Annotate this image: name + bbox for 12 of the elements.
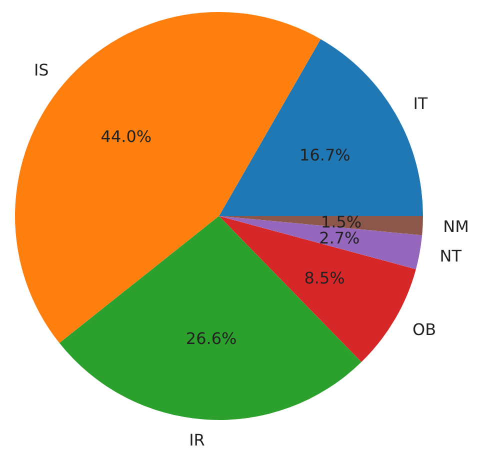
data-label: 16.7% <box>300 145 350 164</box>
slice-label: IR <box>189 430 205 450</box>
pie-slice <box>219 216 422 270</box>
slice-label: NT <box>440 246 462 266</box>
data-label: 8.5% <box>304 268 345 288</box>
slice-label: OB <box>412 320 436 340</box>
data-label: 26.6% <box>186 328 237 348</box>
slice-label: IS <box>34 60 49 80</box>
pie-slice <box>59 216 362 420</box>
slice-label: IT <box>413 94 428 114</box>
data-label: 44.0% <box>100 126 152 146</box>
slice-label: NM <box>443 217 469 236</box>
